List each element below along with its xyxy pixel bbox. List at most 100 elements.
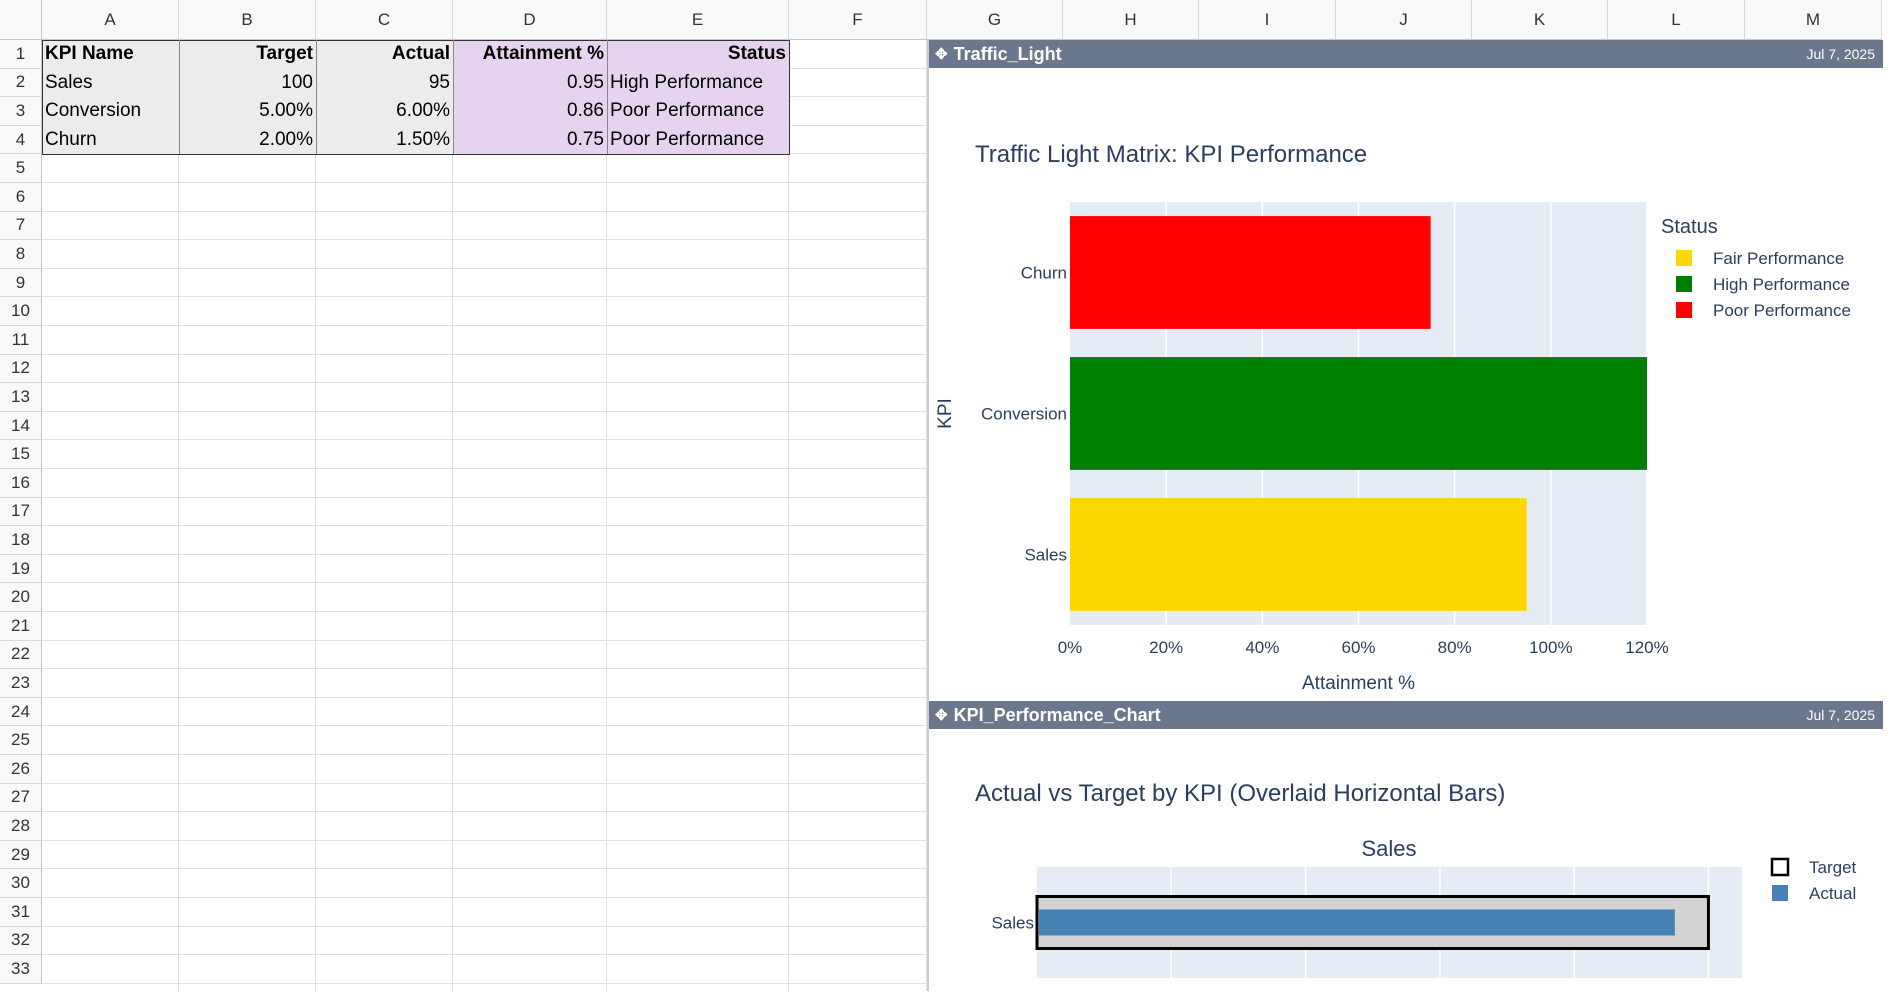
subplot-title: Sales xyxy=(1361,836,1416,861)
gridline xyxy=(42,496,927,498)
header-cell[interactable]: Status xyxy=(607,40,789,69)
column-header-c[interactable]: C xyxy=(316,0,453,40)
column-header-i[interactable]: I xyxy=(1199,0,1336,40)
data-cell[interactable]: Conversion xyxy=(42,97,179,126)
gridline xyxy=(42,267,927,269)
row-header-20[interactable]: 20 xyxy=(0,583,42,612)
gridline xyxy=(42,954,927,956)
select-all-corner[interactable] xyxy=(0,0,42,40)
row-header-1[interactable]: 1 xyxy=(0,40,42,69)
column-header-h[interactable]: H xyxy=(1063,0,1199,40)
data-cell[interactable]: Sales xyxy=(42,68,179,98)
data-cell[interactable]: High Performance xyxy=(607,68,789,98)
row-header-5[interactable]: 5 xyxy=(0,154,42,183)
data-cell[interactable]: Poor Performance xyxy=(607,97,789,126)
row-header-2[interactable]: 2 xyxy=(0,68,42,98)
column-header-d[interactable]: D xyxy=(453,0,607,40)
legend-swatch xyxy=(1676,302,1692,318)
row-header-25[interactable]: 25 xyxy=(0,726,42,755)
column-header-l[interactable]: L xyxy=(1608,0,1745,40)
y-tick-label: Sales xyxy=(991,914,1034,933)
row-header-26[interactable]: 26 xyxy=(0,755,42,784)
gridline xyxy=(42,382,927,384)
move-icon[interactable]: ✥ xyxy=(935,46,948,63)
y-axis-title: KPI xyxy=(935,398,956,429)
data-cell[interactable]: 95 xyxy=(316,68,453,98)
data-cell[interactable]: 2.00% xyxy=(179,125,316,155)
gridline xyxy=(42,897,927,898)
data-cell[interactable]: 5.00% xyxy=(179,97,316,126)
header-cell[interactable]: Target xyxy=(179,40,316,69)
move-icon[interactable]: ✥ xyxy=(935,707,948,724)
row-header-30[interactable]: 30 xyxy=(0,869,42,898)
row-header-15[interactable]: 15 xyxy=(0,440,42,469)
row-header-24[interactable]: 24 xyxy=(0,697,42,727)
data-cell[interactable]: Poor Performance xyxy=(607,125,789,155)
row-header-29[interactable]: 29 xyxy=(0,840,42,870)
row-header-7[interactable]: 7 xyxy=(0,211,42,241)
data-cell[interactable]: Churn xyxy=(42,125,179,155)
column-header-m[interactable]: M xyxy=(1745,0,1882,40)
data-cell[interactable]: 100 xyxy=(179,68,316,98)
bar-actual xyxy=(1039,909,1675,936)
bar-churn xyxy=(1070,216,1431,329)
traffic-light-panel: ✥ Traffic_Light Jul 7, 2025 Traffic Ligh… xyxy=(927,40,1883,701)
row-header-13[interactable]: 13 xyxy=(0,383,42,412)
gridline xyxy=(42,639,927,641)
gridline xyxy=(42,925,927,927)
column-header-f[interactable]: F xyxy=(789,0,927,40)
x-tick-label: 0% xyxy=(1058,638,1083,657)
legend-label: Target xyxy=(1809,858,1857,877)
row-header-23[interactable]: 23 xyxy=(0,669,42,698)
row-header-9[interactable]: 9 xyxy=(0,268,42,298)
row-header-17[interactable]: 17 xyxy=(0,497,42,527)
data-cell[interactable]: 1.50% xyxy=(316,125,453,155)
row-header-27[interactable]: 27 xyxy=(0,783,42,813)
data-cell[interactable]: 0.95 xyxy=(453,68,607,98)
row-header-16[interactable]: 16 xyxy=(0,469,42,498)
column-header-a[interactable]: A xyxy=(42,0,179,40)
y-tick-label: Churn xyxy=(1021,264,1067,283)
row-header-32[interactable]: 32 xyxy=(0,926,42,956)
row-header-28[interactable]: 28 xyxy=(0,812,42,841)
gridline xyxy=(42,725,927,727)
gridline xyxy=(788,40,789,991)
bar-conversion xyxy=(1070,357,1647,470)
data-cell[interactable]: 0.86 xyxy=(453,97,607,126)
row-header-31[interactable]: 31 xyxy=(0,898,42,927)
row-header-19[interactable]: 19 xyxy=(0,554,42,584)
data-cell[interactable]: 0.75 xyxy=(453,125,607,155)
gridline xyxy=(42,582,927,584)
x-tick-label: 80% xyxy=(1438,638,1472,657)
row-header-10[interactable]: 10 xyxy=(0,297,42,326)
row-header-14[interactable]: 14 xyxy=(0,411,42,441)
row-header-18[interactable]: 18 xyxy=(0,526,42,555)
header-cell[interactable]: Actual xyxy=(316,40,453,69)
row-header-6[interactable]: 6 xyxy=(0,183,42,212)
gridline xyxy=(42,439,927,441)
header-cell[interactable]: KPI Name xyxy=(42,40,179,69)
column-header-k[interactable]: K xyxy=(1472,0,1608,40)
row-header-21[interactable]: 21 xyxy=(0,612,42,641)
row-header-11[interactable]: 11 xyxy=(0,326,42,355)
row-header-12[interactable]: 12 xyxy=(0,354,42,384)
traffic-light-panel-header[interactable]: ✥ Traffic_Light Jul 7, 2025 xyxy=(929,40,1883,68)
column-header-g[interactable]: G xyxy=(927,0,1063,40)
legend-swatch xyxy=(1676,250,1692,266)
row-header-22[interactable]: 22 xyxy=(0,640,42,670)
data-cell[interactable]: 6.00% xyxy=(316,97,453,126)
row-header-4[interactable]: 4 xyxy=(0,125,42,155)
gridline xyxy=(42,668,927,670)
kpi-panel-header[interactable]: ✥ KPI_Performance_Chart Jul 7, 2025 xyxy=(929,701,1883,729)
column-header-j[interactable]: J xyxy=(1336,0,1472,40)
panel-title: Traffic_Light xyxy=(953,43,1062,64)
row-header-8[interactable]: 8 xyxy=(0,240,42,269)
cell-divider xyxy=(179,40,180,155)
column-header-e[interactable]: E xyxy=(607,0,789,40)
row-header-33[interactable]: 33 xyxy=(0,955,42,984)
gridline xyxy=(926,40,927,991)
header-cell[interactable]: Attainment % xyxy=(453,40,607,69)
column-header-b[interactable]: B xyxy=(179,0,316,40)
row-header-3[interactable]: 3 xyxy=(0,97,42,126)
legend-label: Actual xyxy=(1809,884,1856,903)
